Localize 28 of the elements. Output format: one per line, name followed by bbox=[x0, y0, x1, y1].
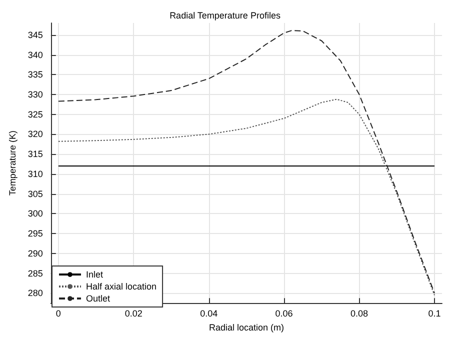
legend-label: Inlet bbox=[86, 270, 104, 280]
y-tick-label: 305 bbox=[28, 188, 43, 199]
y-tick-label: 330 bbox=[28, 90, 43, 100]
y-tick-label: 295 bbox=[28, 228, 43, 239]
y-tick-label: 290 bbox=[28, 248, 43, 258]
x-axis-title: Radial location (m) bbox=[208, 322, 284, 332]
y-tick-label: 315 bbox=[28, 149, 43, 160]
y-tick-label: 310 bbox=[28, 168, 43, 179]
y-tick-label: 335 bbox=[28, 70, 43, 80]
x-tick-label: 0.02 bbox=[124, 308, 142, 319]
y-tick-label: 340 bbox=[28, 50, 43, 60]
legend-label: Outlet bbox=[86, 294, 111, 304]
x-tick-label: 0 bbox=[56, 308, 61, 319]
y-tick-label: 280 bbox=[28, 288, 43, 298]
y-tick-label: 300 bbox=[28, 208, 43, 219]
line-series bbox=[58, 98, 435, 296]
legend-label: Half axial location bbox=[86, 282, 157, 292]
y-tick-label: 325 bbox=[28, 109, 43, 120]
y-axis-title: Temperature (K) bbox=[8, 130, 18, 196]
x-tick-label: 0.04 bbox=[200, 308, 218, 319]
y-tick-label: 285 bbox=[28, 268, 43, 278]
x-tick-label: 0.06 bbox=[275, 308, 293, 319]
x-tick-label: 0.08 bbox=[350, 308, 368, 319]
chart-title: Radial Temperature Profiles bbox=[170, 10, 281, 20]
y-tick-label: 320 bbox=[28, 129, 43, 140]
line-series bbox=[58, 30, 435, 294]
y-tick-label: 345 bbox=[28, 30, 43, 40]
x-tick-label: 0.1 bbox=[428, 308, 441, 319]
